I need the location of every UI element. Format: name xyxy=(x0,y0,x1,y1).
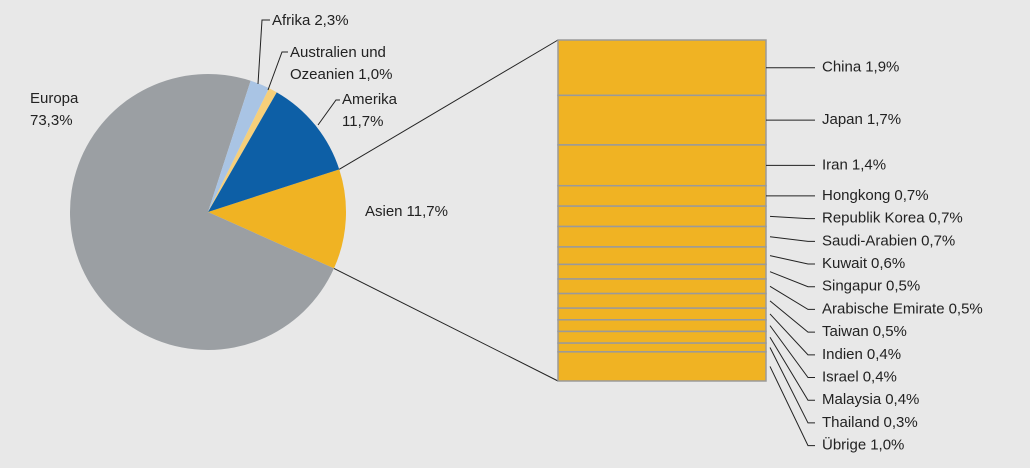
pie-slice xyxy=(208,169,347,269)
bar-segment xyxy=(557,39,767,97)
bar-name: Hongkong xyxy=(822,187,890,204)
bar-value: 0,6% xyxy=(871,255,905,272)
leader-line xyxy=(257,19,270,85)
bar-value: 0,5% xyxy=(949,300,983,317)
bar-label: Übrige 1,0% xyxy=(822,436,904,454)
leader-line xyxy=(769,366,815,447)
bar-value: 1,7% xyxy=(867,111,901,128)
slice-label: Australien und Ozeanien 1,0% xyxy=(290,42,420,86)
bar-name: Malaysia xyxy=(822,391,882,408)
slice-value: 2,3% xyxy=(314,12,349,29)
slice-label: Europa 73,3% xyxy=(30,88,100,132)
bar-value: 0,5% xyxy=(873,323,907,340)
bar-value: 0,3% xyxy=(884,414,918,431)
bar-name: Taiwan xyxy=(822,323,869,340)
bar-segment xyxy=(557,330,767,344)
slice-value: 11,7% xyxy=(342,113,384,130)
bar-segment xyxy=(557,225,767,248)
bar-label: Hongkong 0,7% xyxy=(822,187,929,204)
pie-slice xyxy=(208,88,277,212)
bar-name: Iran xyxy=(822,156,848,173)
leader-line xyxy=(769,347,815,424)
leader-line xyxy=(769,337,815,401)
pie-slice xyxy=(208,92,340,212)
bar-value: 1,9% xyxy=(865,59,899,76)
bar-segment xyxy=(557,307,767,321)
slice-name: Europa xyxy=(30,90,79,107)
leader-line xyxy=(769,325,815,379)
pie-slice xyxy=(70,73,334,351)
bar-value: 0,7% xyxy=(921,232,955,249)
bar-label: Thailand 0,3% xyxy=(822,414,918,431)
bar-name: Thailand xyxy=(822,414,880,431)
leader-line xyxy=(769,313,815,356)
bar-value: 0,7% xyxy=(929,210,963,227)
bar-label: Taiwan 0,5% xyxy=(822,323,907,340)
bar-segment xyxy=(557,342,767,353)
bar-value: 0,7% xyxy=(894,187,928,204)
bar-segment xyxy=(557,319,767,333)
bar-value: 1,4% xyxy=(852,156,886,173)
leader-line xyxy=(769,285,815,310)
bar-segment xyxy=(557,184,767,207)
bar-value: 0,4% xyxy=(885,391,919,408)
pie-slice xyxy=(208,80,270,212)
bar-label: Kuwait 0,6% xyxy=(822,255,905,272)
bar-value: 1,0% xyxy=(870,437,904,454)
leader-line xyxy=(769,236,815,242)
bar-label: Singapur 0,5% xyxy=(822,278,920,295)
bar-segment xyxy=(557,351,767,382)
bar-segment xyxy=(557,292,767,309)
leader-line xyxy=(769,255,815,265)
bar-segment xyxy=(557,263,767,280)
slice-label: Afrika 2,3% xyxy=(272,10,472,32)
leader-line xyxy=(769,271,815,288)
leader-line xyxy=(317,99,340,126)
bar-name: Israel xyxy=(822,368,859,385)
bar-name: Arabische Emirate xyxy=(822,300,945,317)
slice-value: 73,3% xyxy=(30,112,73,129)
slice-name: Australien und Ozeanien xyxy=(290,44,386,83)
slice-value: 1,0% xyxy=(358,66,393,83)
bar-segment xyxy=(557,205,767,228)
slice-name: Afrika xyxy=(272,12,311,29)
bar-name: Singapur xyxy=(822,278,882,295)
bar-name: Saudi-Arabien xyxy=(822,232,917,249)
leader-line xyxy=(769,300,815,333)
bar-label: Indien 0,4% xyxy=(822,346,901,363)
slice-name: Amerika xyxy=(342,91,398,108)
connector-line xyxy=(333,267,559,382)
bar-label: China 1,9% xyxy=(822,59,899,76)
bar-segment xyxy=(557,144,767,187)
leader-line xyxy=(769,215,815,220)
bar-segment xyxy=(557,94,767,146)
bar-label: Iran 1,4% xyxy=(822,156,886,173)
bar-segment xyxy=(557,246,767,266)
slice-value: 11,7% xyxy=(406,203,448,220)
bar-value: 0,5% xyxy=(886,278,920,295)
bar-segment xyxy=(557,278,767,295)
bar-name: Kuwait xyxy=(822,255,868,272)
slice-name: Asien xyxy=(365,203,403,220)
leader-line xyxy=(267,51,288,91)
bar-name: Republik Korea xyxy=(822,210,925,227)
bar-value: 0,4% xyxy=(863,368,897,385)
bar-label: Republik Korea 0,7% xyxy=(822,210,963,227)
bar-name: Japan xyxy=(822,111,863,128)
bar-label: Malaysia 0,4% xyxy=(822,391,919,408)
bar-label: Arabische Emirate 0,5% xyxy=(822,300,983,317)
connector-line xyxy=(338,39,559,170)
bar-label: Japan 1,7% xyxy=(822,111,901,128)
bar-name: Übrige xyxy=(822,436,866,454)
slice-label: Asien 11,7% xyxy=(365,201,565,223)
bar-name: Indien xyxy=(822,346,863,363)
bar-label: Israel 0,4% xyxy=(822,368,897,385)
bar-name: China xyxy=(822,59,862,76)
bar-label: Saudi-Arabien 0,7% xyxy=(822,232,955,249)
slice-label: Amerika 11,7% xyxy=(342,89,422,133)
bar-value: 0,4% xyxy=(867,346,901,363)
